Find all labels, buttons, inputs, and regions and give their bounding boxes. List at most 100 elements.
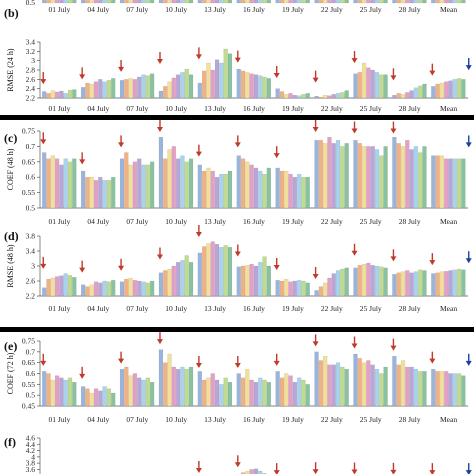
bar-d-6-3 (288, 281, 293, 297)
x-tick-label: 16 July (243, 104, 265, 113)
bar-e-3-6 (184, 369, 189, 407)
bar-d-0-5 (63, 273, 68, 297)
bar-b-2-0 (119, 80, 125, 99)
bar-c-10-4 (448, 158, 453, 209)
bar-c-4-0 (197, 164, 202, 209)
x-tick-label: 28 July (399, 304, 421, 313)
bar-b-7-3 (327, 95, 332, 99)
bar-e-1-7 (111, 392, 116, 407)
x-tick-label: 10 July (165, 5, 187, 14)
bar-top-strip-7-5 (335, 0, 341, 4)
bar-d-8-4 (370, 265, 375, 297)
bar-e-7-6 (340, 366, 345, 407)
bar-c-3-3 (171, 146, 176, 209)
arrow-head-e-9 (390, 345, 397, 351)
bar-e-6-4 (292, 382, 297, 407)
bar-c-9-4 (409, 149, 414, 209)
bar-d-0-3 (55, 276, 60, 297)
bar-c-6-3 (288, 173, 293, 209)
bar-b-8-4 (370, 69, 375, 99)
bar-e-4-6 (223, 377, 228, 407)
bar-b-7-1 (318, 96, 323, 99)
bar-d-0-7 (72, 277, 77, 297)
x-tick-label: 28 July (399, 415, 421, 424)
arrow-head-c-4 (195, 151, 202, 157)
bar-e-7-7 (344, 369, 349, 407)
bar-e-4-2 (206, 377, 211, 407)
bar-b-8-2 (361, 62, 367, 99)
bar-e-10-2 (439, 371, 444, 407)
x-tick-label: 25 July (360, 104, 382, 113)
bar-d-10-7 (461, 269, 466, 297)
bar-b-1-1 (85, 82, 90, 99)
bar-d-3-6 (184, 255, 189, 297)
x-tick-label: 28 July (399, 104, 421, 113)
y-tick-label: 0.7 (26, 142, 36, 151)
bar-b-4-7 (227, 53, 233, 99)
bar-d-1-2 (89, 284, 94, 297)
bar-d-10-1 (435, 272, 440, 297)
arrow-head-c-2 (118, 142, 125, 148)
bar-c-5-2 (245, 161, 250, 209)
bar-d-8-3 (366, 262, 371, 297)
bar-c-9-7 (422, 146, 427, 209)
x-tick-label: 04 July (87, 304, 109, 313)
bar-d-6-4 (292, 280, 297, 297)
bar-top-strip-10-3 (444, 0, 449, 4)
bar-e-1-3 (93, 388, 99, 407)
bar-top-strip-0-1 (46, 0, 51, 4)
bar-e-9-6 (418, 371, 423, 407)
bar-d-4-1 (202, 246, 207, 297)
bar-top-strip-10-5 (452, 0, 457, 4)
x-tick-label: Mean (440, 304, 457, 313)
x-tick-label: 07 July (126, 304, 148, 313)
bar-d-4-6 (223, 245, 228, 297)
bar-e-7-0 (314, 351, 319, 407)
y-tick-label: 0.6 (26, 173, 36, 182)
bar-e-9-3 (405, 366, 410, 407)
bar-b-1-2 (89, 83, 94, 99)
x-tick-label: 19 July (282, 5, 304, 14)
bar-b-4-1 (202, 70, 207, 99)
bar-e-7-1 (318, 360, 323, 407)
bar-e-8-4 (370, 364, 375, 407)
panel-top-strip: 0.5 01 July 04 July 07 July 10 July 13 July 16… (26, 0, 466, 14)
bar-e-4-0 (197, 371, 202, 407)
arrow-head-c-3 (156, 127, 163, 132)
arrow-head-f-9 (390, 469, 397, 474)
bar-d-1-4 (98, 282, 103, 297)
bar-top-strip-2-2 (128, 0, 133, 4)
bar-d-8-7 (383, 267, 388, 297)
arrow-head-c-1 (79, 159, 86, 165)
arrow-head-e-10-mean (465, 360, 472, 366)
bar-c-0-4 (59, 164, 64, 209)
bar-d-9-6 (418, 269, 423, 297)
bar-top-strip-1-2 (89, 0, 94, 4)
bar-e-8-0 (353, 353, 358, 407)
bar-e-8-2 (361, 362, 367, 407)
bar-d-9-7 (422, 270, 427, 297)
bar-d-10-4 (448, 270, 453, 297)
bar-c-10-3 (444, 158, 449, 209)
bar-c-1-6 (106, 180, 112, 209)
bar-e-5-0 (236, 373, 241, 407)
bar-b-0-7 (72, 89, 77, 99)
bar-top-strip-1-3 (93, 0, 99, 4)
bar-d-5-7 (266, 265, 271, 297)
bar-top-strip-0-7 (72, 0, 77, 4)
bar-e-10-4 (448, 373, 453, 407)
bar-b-4-0 (197, 82, 202, 99)
bar-c-6-6 (301, 177, 306, 209)
bar-d-4-3 (210, 241, 215, 297)
bar-d-10-3 (444, 271, 449, 297)
bar-e-2-6 (145, 377, 150, 407)
bar-top-strip-2-3 (132, 0, 138, 4)
bar-e-2-2 (128, 375, 133, 407)
bar-b-10-5 (452, 79, 457, 99)
x-tick-label: 22 July (321, 5, 343, 14)
bar-top-strip-7-3 (327, 0, 332, 4)
bar-b-7-0 (314, 95, 319, 99)
bar-d-4-5 (219, 247, 224, 297)
bar-top-strip-10-7 (461, 0, 466, 4)
y-tick-label: 2.6 (26, 277, 36, 286)
